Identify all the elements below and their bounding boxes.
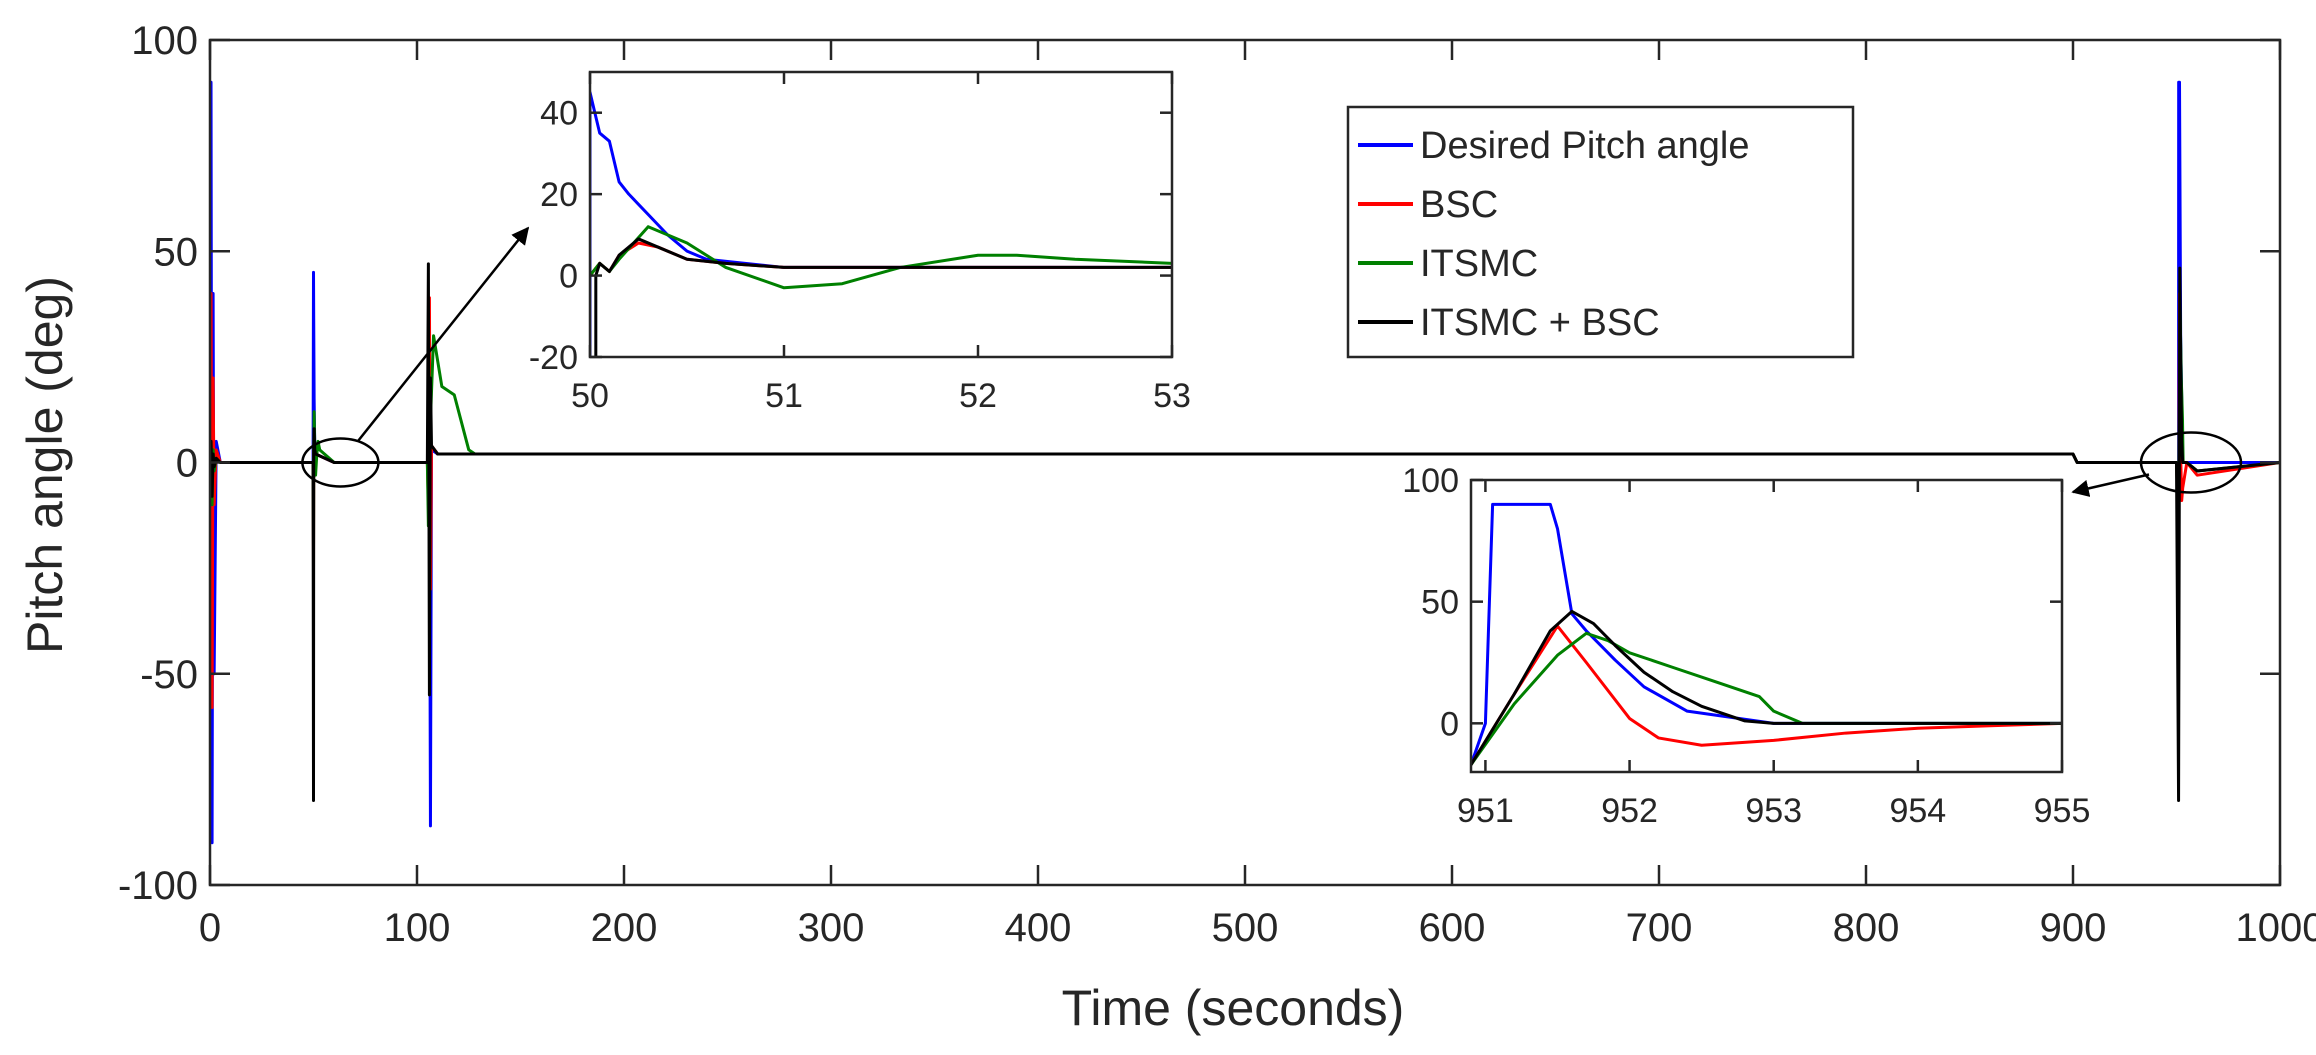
main-y-tick-label: 50 [154, 230, 199, 274]
inset1-x-tick-label: 955 [2034, 792, 2091, 830]
inset0-series-group [590, 90, 1172, 357]
legend-entry-2: ITSMC [1420, 243, 1538, 285]
main-y-tick-label: -50 [140, 653, 198, 697]
main-x-tick-label: 0 [199, 906, 221, 950]
inset0-plot-background [590, 72, 1172, 357]
inset0-x-tick-label: 50 [571, 377, 609, 415]
inset0-x-tick-label: 52 [959, 377, 997, 415]
y-axis-title: Pitch angle (deg) [17, 276, 73, 654]
main-y-tick-label: 0 [176, 442, 198, 486]
inset1-frame [1469, 478, 2064, 774]
legend: Desired Pitch angle BSC ITSMC ITSMC + BSC [1346, 105, 1855, 359]
x-axis-title: Time (seconds) [1062, 980, 1405, 1036]
inset1-plot-background [1471, 480, 2062, 772]
zoom-ellipse-50 [301, 437, 380, 488]
inset0-x-tick-label: 53 [1153, 377, 1191, 415]
inset1-x-tick-label: 954 [1889, 792, 1946, 830]
zoom-arrow-50 [357, 226, 530, 442]
inset1-x-tick-label: 952 [1601, 792, 1658, 830]
main-x-tick-label: 900 [2040, 906, 2107, 950]
inset1-x-tick-label: 951 [1457, 792, 1514, 830]
zoom-ellipse-955 [2139, 431, 2243, 494]
inset0-x-tick-label: 51 [765, 377, 803, 415]
main-y-tick-label: 100 [131, 19, 198, 63]
inset0-y-tick-label: -20 [529, 339, 578, 377]
inset1-y-tick-label: 100 [1402, 462, 1459, 500]
inset0-series-line-3 [594, 237, 1172, 357]
inset1-series-line-3 [1471, 609, 2062, 767]
legend-entry-3: ITSMC + BSC [1420, 302, 1660, 344]
main-x-tick-label: 200 [591, 906, 658, 950]
inset0-frame [588, 70, 1174, 359]
inset1-series-line-0 [1471, 502, 2062, 767]
legend-entry-1: BSC [1420, 184, 1498, 226]
main-x-tick-label: 300 [798, 906, 865, 950]
inset1-series-line-1 [1471, 624, 2062, 767]
main-x-tick-label: 700 [1626, 906, 1693, 950]
main-x-tick-label: 600 [1419, 906, 1486, 950]
main-x-tick-label: 500 [1212, 906, 1279, 950]
main-frame [208, 38, 2282, 887]
legend-entry-0: Desired Pitch angle [1420, 125, 1750, 167]
legend-box [1346, 105, 1855, 359]
inset1-y-tick-label: 0 [1440, 705, 1459, 743]
zoom-arrow-955 [2071, 473, 2150, 497]
inset1-x-tick-label: 953 [1745, 792, 1802, 830]
main-series-group [210, 80, 2280, 845]
zoom-markers [301, 226, 2243, 497]
main-x-tick-label: 1000 [2236, 906, 2316, 950]
main-x-tick-label: 100 [384, 906, 451, 950]
main-series-line-3 [210, 262, 2280, 802]
inset-zoom-50-53: 50 51 52 53 -20 0 20 40 [529, 70, 1191, 415]
main-x-tick-label: 400 [1005, 906, 1072, 950]
inset1-series-group [1471, 502, 2062, 767]
main-y-tick-label: -100 [118, 864, 198, 908]
inset-zoom-951-955: 951 952 953 954 955 0 50 100 [1402, 462, 2090, 830]
main-x-tick-label: 800 [1833, 906, 1900, 950]
inset0-y-tick-label: 0 [559, 258, 578, 296]
inset0-y-tick-label: 20 [540, 176, 578, 214]
inset1-y-tick-label: 50 [1421, 584, 1459, 622]
inset0-y-tick-label: 40 [540, 95, 578, 133]
